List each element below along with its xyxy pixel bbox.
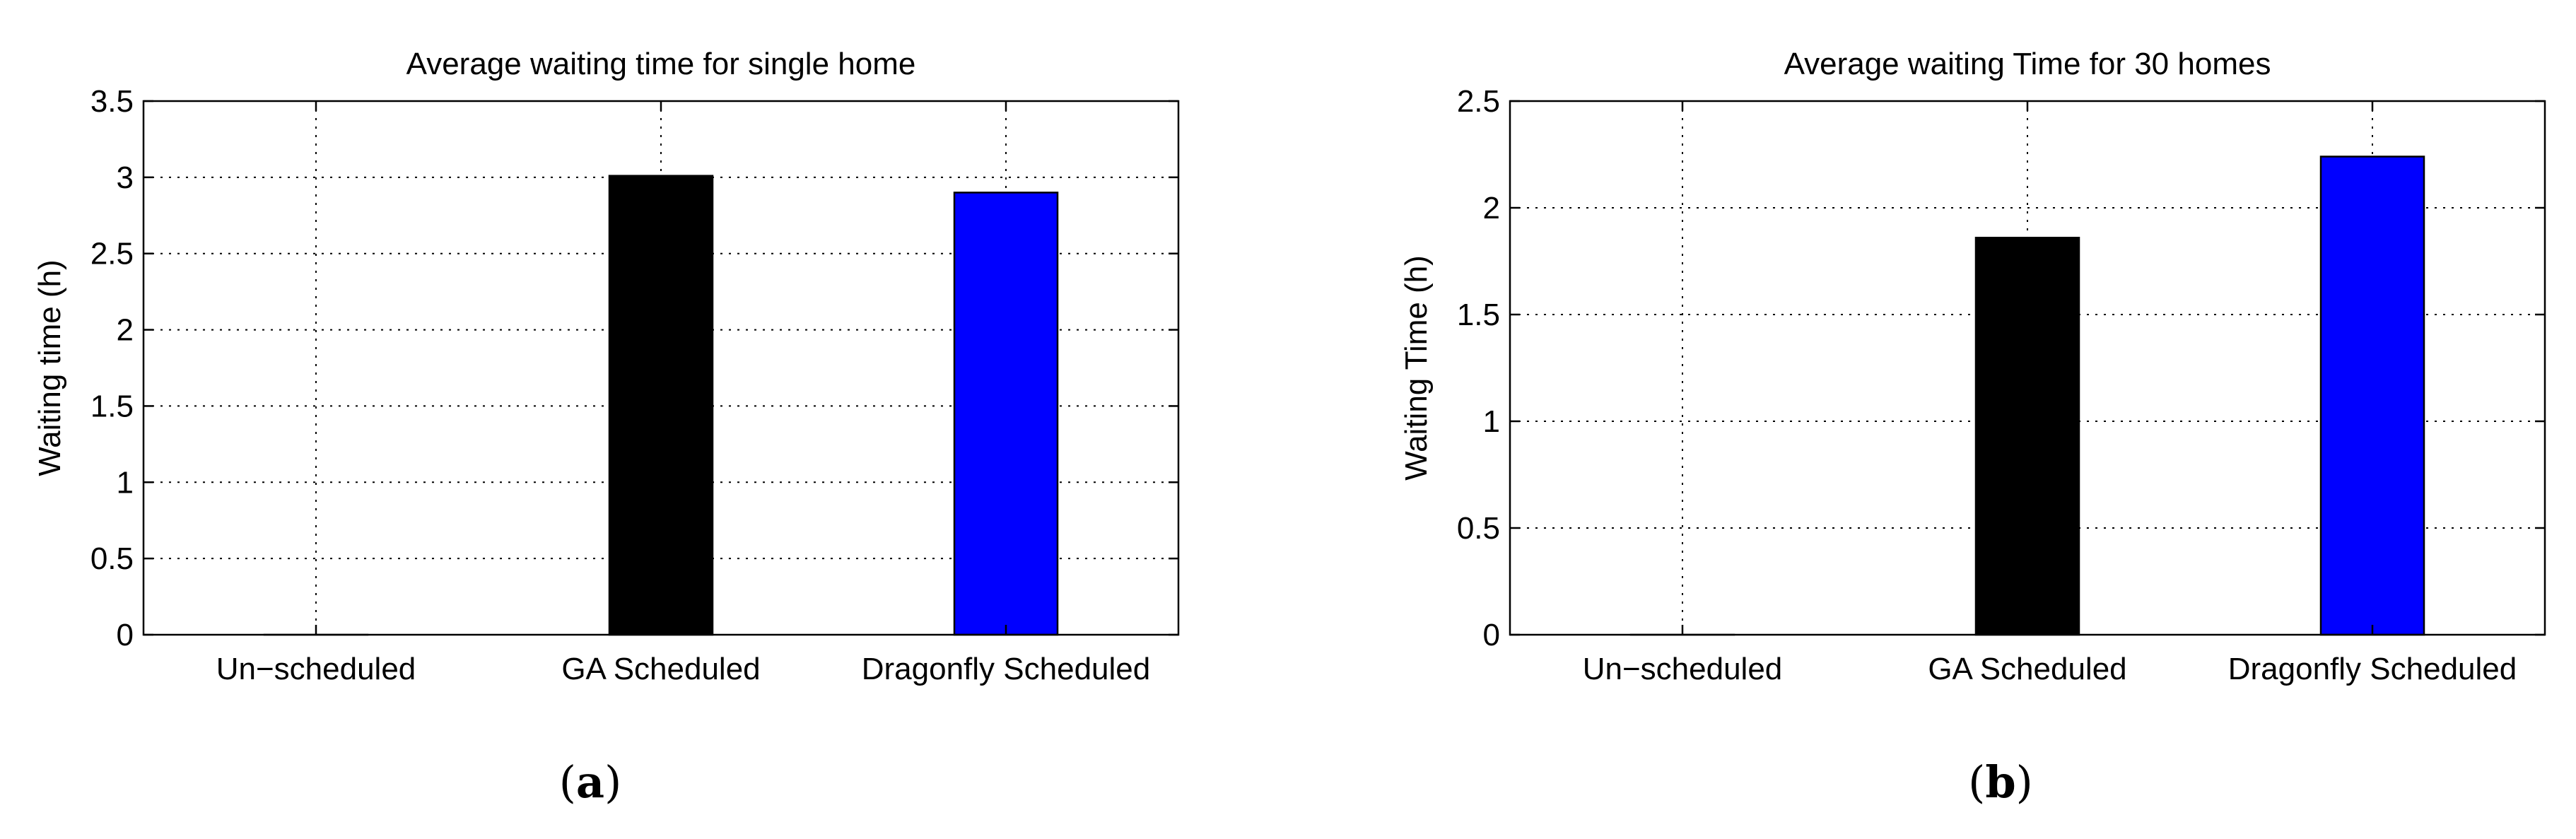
y-tick-label: 2 bbox=[117, 313, 134, 348]
panel-paren-close: ) bbox=[2016, 756, 2033, 808]
bar-3 bbox=[2319, 156, 2425, 636]
panel-paren-open: ( bbox=[1968, 756, 1985, 808]
bar-2 bbox=[1974, 237, 2080, 636]
bar-2 bbox=[608, 175, 714, 636]
chart-a: 0 0.5 1 1.5 2 2.5 3 3.5 Un−scheduled GA Scheduled… bbox=[33, 47, 1180, 808]
y-tick-label: 0 bbox=[1483, 618, 1500, 652]
panel-letter: a bbox=[576, 756, 604, 808]
y-tick-label: 0 bbox=[117, 618, 134, 652]
x-tick-label: Un−scheduled bbox=[1583, 652, 1783, 686]
panel-letter: b bbox=[1985, 756, 2015, 808]
x-tick-label: Un−scheduled bbox=[216, 652, 416, 686]
x-tick-label: GA Scheduled bbox=[1928, 652, 2126, 686]
y-tick-label: 3.5 bbox=[90, 84, 134, 119]
y-tick-label: 3 bbox=[117, 160, 134, 195]
y-tick-label: 1.5 bbox=[90, 389, 134, 423]
y-tick-label: 0.5 bbox=[1457, 511, 1500, 546]
y-tick-label: 2 bbox=[1483, 191, 1500, 225]
bar-3 bbox=[953, 192, 1059, 636]
x-tick-label: Dragonfly Scheduled bbox=[862, 652, 1150, 686]
x-tick-label: GA Scheduled bbox=[561, 652, 760, 686]
panel-label: (b) bbox=[1968, 756, 2033, 808]
y-tick-label: 2.5 bbox=[1457, 84, 1500, 119]
y-axis-label: Waiting Time (h) bbox=[1399, 255, 1434, 481]
y-tick-label: 0.5 bbox=[90, 541, 134, 576]
y-tick-label: 2.5 bbox=[90, 237, 134, 271]
chart-title: Average waiting time for single home bbox=[406, 47, 916, 81]
y-axis-label: Waiting time (h) bbox=[33, 259, 67, 476]
panel-paren-close: ) bbox=[604, 756, 621, 808]
y-tick-label: 1 bbox=[117, 465, 134, 500]
x-tick-label: Dragonfly Scheduled bbox=[2228, 652, 2517, 686]
panel-paren-open: ( bbox=[559, 756, 576, 808]
panel-label: (a) bbox=[559, 756, 622, 808]
y-tick-label: 1 bbox=[1483, 404, 1500, 439]
chart-b: 0 0.5 1 1.5 2 2.5 Un−scheduled GA Scheduled Drag… bbox=[1399, 47, 2546, 808]
chart-title: Average waiting Time for 30 homes bbox=[1784, 47, 2271, 81]
y-tick-label: 1.5 bbox=[1457, 298, 1500, 332]
